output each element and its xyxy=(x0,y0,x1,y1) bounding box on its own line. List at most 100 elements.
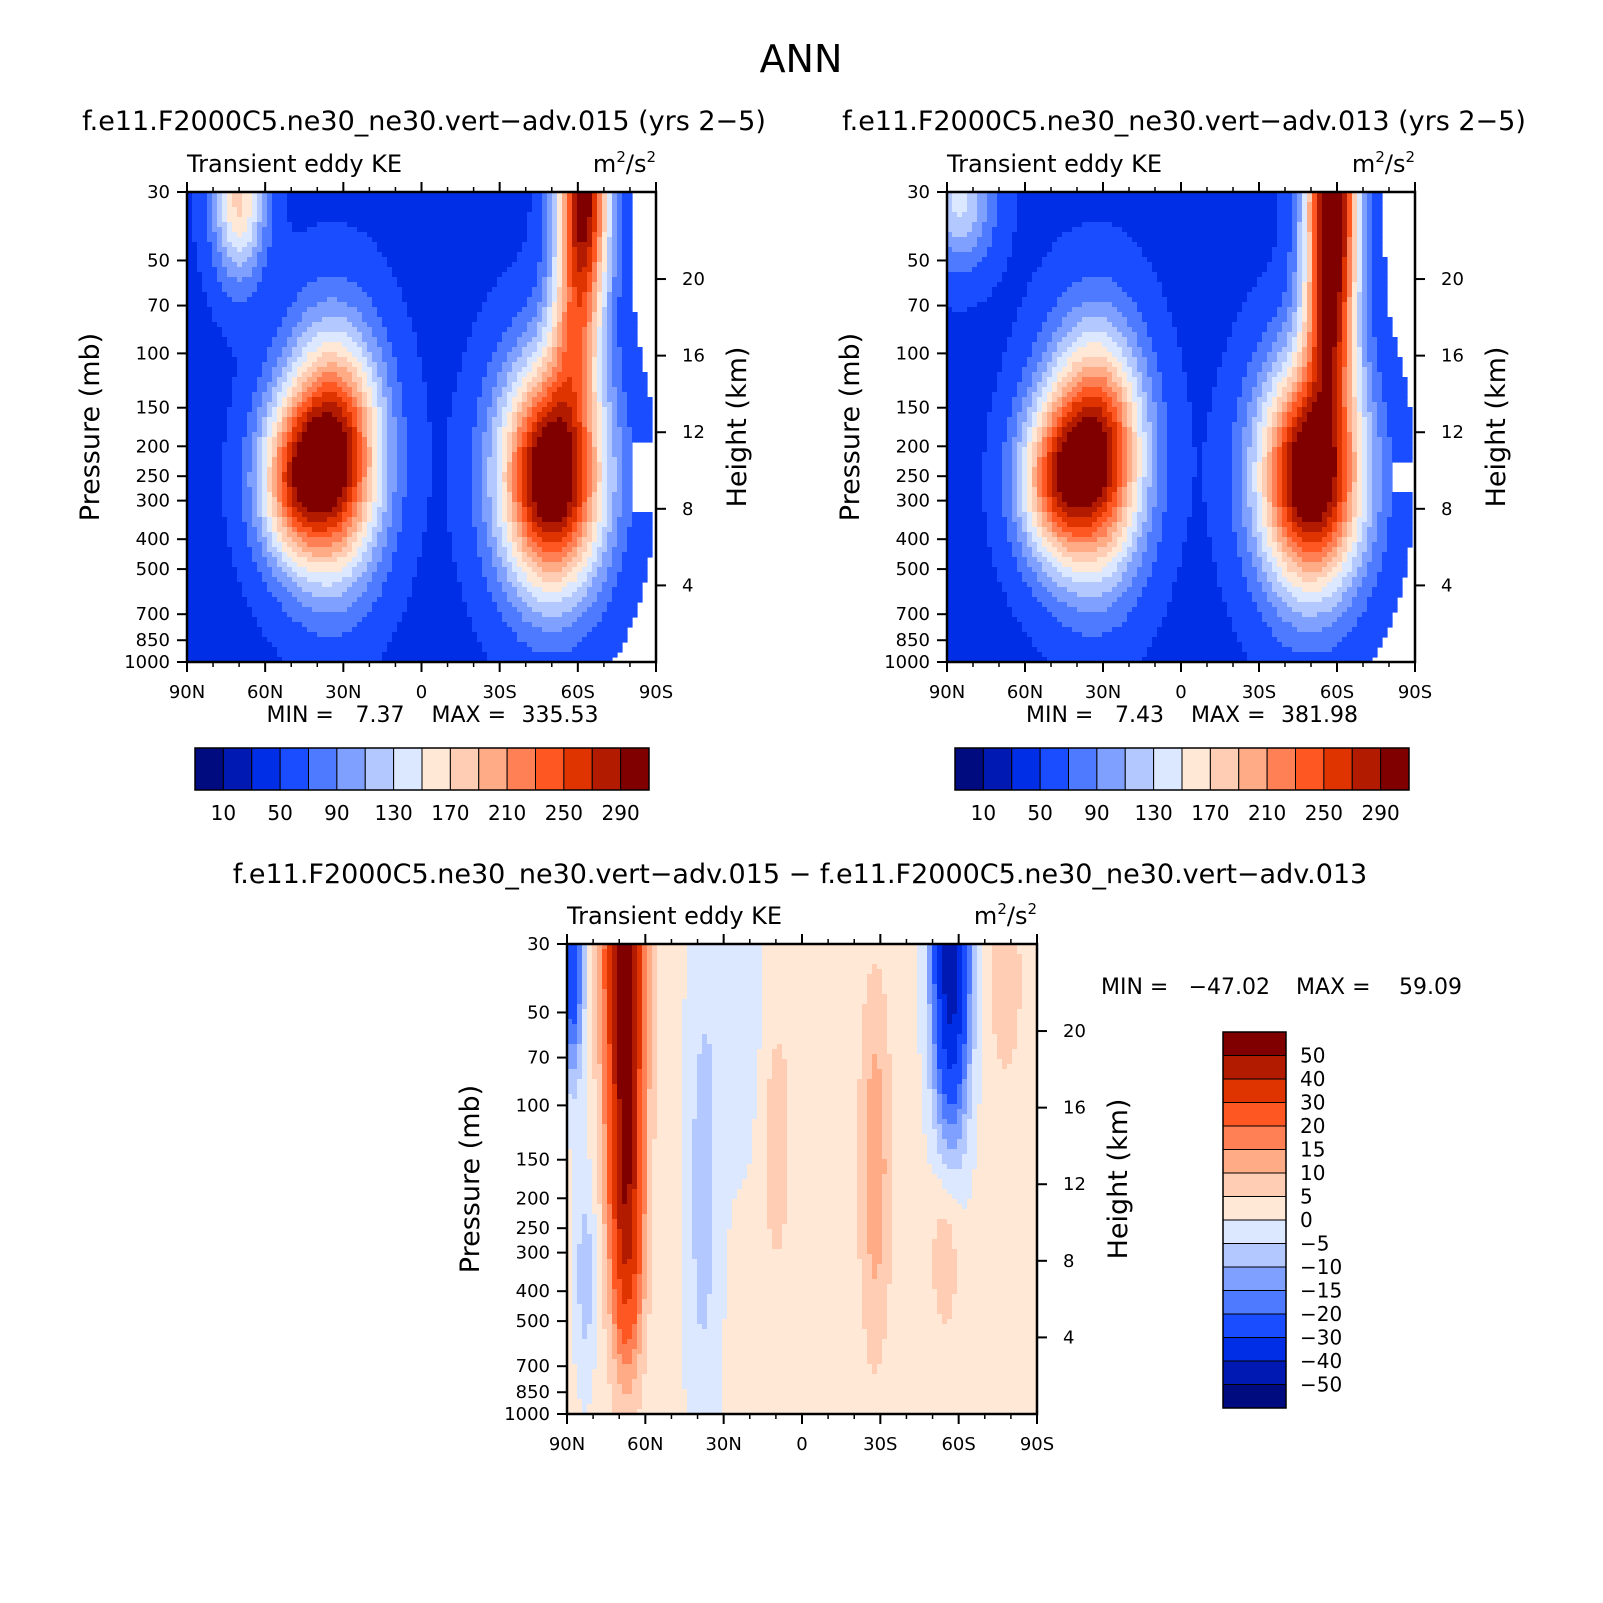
left-field-cell xyxy=(232,387,258,393)
left-field-cell xyxy=(242,192,253,198)
right-field-cell xyxy=(1372,362,1378,368)
right-field-cell xyxy=(1322,272,1343,278)
right-field-cell xyxy=(1012,412,1018,418)
left-field-cell xyxy=(472,477,483,483)
left-field-cell xyxy=(492,427,498,433)
right-field-cell xyxy=(1267,437,1273,443)
left-field-cell xyxy=(547,422,568,428)
right-field-cell xyxy=(1132,452,1138,458)
right-field-cell xyxy=(1262,392,1268,398)
right-field-cell xyxy=(967,202,978,208)
right-field-cell xyxy=(1282,367,1288,373)
left-field-cell xyxy=(372,432,378,438)
left-field-cell xyxy=(542,407,553,413)
left-field-cell xyxy=(387,262,513,268)
right-field-cell xyxy=(1267,377,1273,383)
right-field-cell xyxy=(1147,407,1158,413)
right-field-cell xyxy=(1242,377,1258,383)
left-field-cell xyxy=(342,592,363,598)
left-field-cell xyxy=(227,192,233,198)
left-field-cell xyxy=(302,317,323,323)
left-field-cell xyxy=(507,552,513,558)
right-field-cell xyxy=(1232,442,1243,448)
right-field-cell xyxy=(1312,352,1318,358)
right-field-cell xyxy=(1322,252,1343,258)
right-field-cell xyxy=(1262,462,1268,468)
left-field-cell xyxy=(367,527,373,533)
right-field-cell xyxy=(1372,377,1383,383)
left-field-cell xyxy=(572,467,578,473)
left-field-cell xyxy=(517,482,523,488)
left-field-cell xyxy=(297,377,308,383)
left-field-cell xyxy=(322,402,338,408)
left-field-cell xyxy=(572,212,578,218)
left-field-cell xyxy=(592,602,608,608)
left-field-cell xyxy=(487,367,503,373)
left-field-cell xyxy=(527,382,538,388)
right-field-cell xyxy=(1367,317,1373,323)
left-field-cell xyxy=(222,232,228,238)
right-field-cell xyxy=(1107,407,1118,413)
left-field-cell xyxy=(612,252,618,258)
right-field-cell xyxy=(1127,357,1138,363)
right-field-cell xyxy=(1127,232,1278,238)
left-field-cell xyxy=(472,512,483,518)
left-field-cell xyxy=(572,537,578,543)
right-field-cell xyxy=(1202,457,1233,463)
right-field-cell xyxy=(1122,312,1143,318)
left-field-cell xyxy=(407,482,433,488)
right-field-cell xyxy=(1052,392,1063,398)
left-field-cell xyxy=(187,327,223,333)
left-field-cell xyxy=(297,367,308,373)
left-field-cell xyxy=(212,242,218,248)
right-field-cell xyxy=(1147,402,1158,408)
right-field-cell xyxy=(1187,387,1213,393)
left-field-cell xyxy=(282,557,293,563)
left-field-cell xyxy=(602,302,608,308)
right-field-cell xyxy=(1202,467,1233,473)
right-field-cell xyxy=(1392,442,1413,448)
right-field-cell xyxy=(1127,422,1133,428)
left-field-cell xyxy=(392,552,423,558)
left-field-cell xyxy=(242,582,268,588)
right-field-cell xyxy=(1067,402,1073,408)
left-field-cell xyxy=(372,412,378,418)
right-field-cell xyxy=(1162,392,1188,398)
left-field-cell xyxy=(227,407,253,413)
left-field-cell xyxy=(472,427,488,433)
left-field-cell xyxy=(307,557,338,563)
right-field-cell xyxy=(1017,467,1023,473)
left-field-cell xyxy=(352,472,358,478)
left-field-cell xyxy=(332,552,348,558)
right-field-cell xyxy=(1027,357,1043,363)
right-field-cell xyxy=(1307,347,1313,353)
right-field-cell xyxy=(1002,452,1013,458)
left-field-cell xyxy=(347,477,353,483)
right-field-cell xyxy=(1367,292,1373,298)
right-field-cell xyxy=(1112,397,1118,403)
left-field-cell xyxy=(402,512,428,518)
right-field-cell xyxy=(1137,422,1143,428)
left-field-cell xyxy=(257,197,263,203)
left-field-cell xyxy=(187,247,198,253)
right-field-cell xyxy=(1032,392,1043,398)
left-field-cell xyxy=(287,527,293,533)
right-field-cell xyxy=(1127,337,1138,343)
left-field-cell xyxy=(292,327,308,333)
left-field-cell xyxy=(587,362,593,368)
right-field-cell xyxy=(1317,207,1323,213)
left-field-cell xyxy=(292,407,298,413)
left-field-cell xyxy=(542,387,548,393)
left-field-cell xyxy=(457,562,483,568)
left-field-cell xyxy=(387,452,398,458)
left-field-cell xyxy=(277,487,283,493)
left-field-cell xyxy=(372,417,378,423)
right-field-cell xyxy=(1172,317,1238,323)
left-field-cell xyxy=(507,437,513,443)
right-field-cell xyxy=(1082,407,1103,413)
right-field-cell xyxy=(1047,312,1068,318)
right-field-cell xyxy=(1362,392,1368,398)
right-field-cell xyxy=(1362,267,1368,273)
left-field-cell xyxy=(272,387,283,393)
left-field-cell xyxy=(242,497,253,503)
